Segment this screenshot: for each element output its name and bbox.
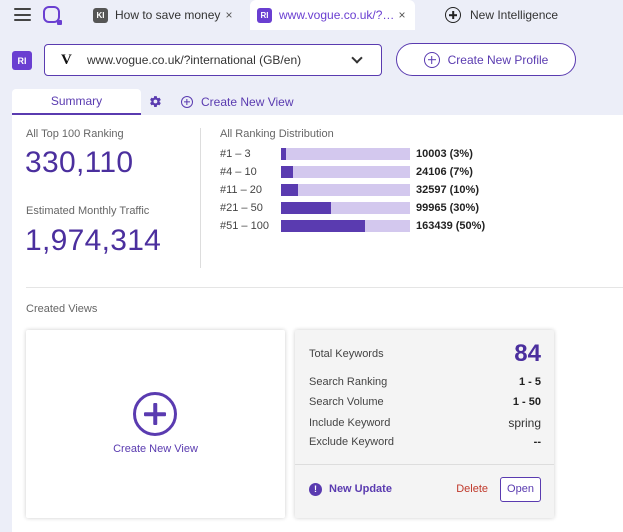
distribution-row: #51 – 100 163439 (50%)	[220, 219, 485, 233]
view-filter-row: Exclude Keyword --	[309, 436, 541, 448]
view-filter-value: spring	[508, 416, 541, 430]
traffic-label: Estimated Monthly Traffic	[26, 205, 150, 217]
tab-new-intelligence[interactable]: New Intelligence	[440, 0, 623, 30]
app-logo-icon[interactable]	[43, 6, 62, 25]
view-card: Total Keywords 84 Search Ranking 1 - 5 Sea…	[295, 330, 554, 518]
summary-panel: All Top 100 Ranking 330,110 Estimated Mo…	[12, 115, 623, 532]
distribution-range-label: #1 – 3	[220, 148, 251, 160]
distribution-value: 99965 (30%)	[416, 202, 479, 214]
view-filter-label: Search Ranking	[309, 376, 388, 388]
divider	[295, 464, 554, 465]
distribution-row: #11 – 20 32597 (10%)	[220, 183, 479, 197]
distribution-bar-fill	[281, 166, 293, 178]
ri-badge-icon: RI	[12, 51, 32, 70]
view-filter-value: 1 - 5	[518, 376, 541, 388]
distribution-value: 24106 (7%)	[416, 166, 473, 178]
profile-select-value: www.vogue.co.uk/?international (GB/en)	[87, 53, 302, 67]
distribution-row: #1 – 3 10003 (3%)	[220, 147, 473, 161]
view-filter-row: Search Ranking 1 - 5	[309, 376, 541, 388]
created-views-label: Created Views	[26, 303, 98, 315]
ki-badge-icon: KI	[93, 7, 108, 23]
tab-summary[interactable]: Summary	[12, 89, 141, 115]
plus-circle-icon	[181, 96, 193, 108]
tab-title: How to save money	[115, 8, 221, 22]
distribution-range-label: #4 – 10	[220, 166, 257, 178]
distribution-title: All Ranking Distribution	[220, 128, 334, 140]
create-new-profile-label: Create New Profile	[447, 52, 549, 67]
tab-how-to-save-money[interactable]: KI How to save money ×	[86, 0, 242, 30]
open-button[interactable]: Open	[500, 476, 541, 502]
distribution-bar-fill	[281, 202, 332, 214]
total-keywords-value: 84	[514, 340, 541, 367]
browser-tab-bar: KI How to save money × RI www.vogue.co.u…	[0, 0, 623, 30]
distribution-range-label: #21 – 50	[220, 202, 263, 214]
chevron-down-icon	[351, 52, 363, 64]
view-filter-label: Include Keyword	[309, 417, 391, 429]
distribution-range-label: #51 – 100	[220, 220, 269, 232]
total-keywords-label: Total Keywords	[309, 348, 384, 360]
tab-title: www.vogue.co.uk/?int...	[279, 8, 395, 22]
gear-icon[interactable]	[149, 95, 162, 108]
tab-create-new-view[interactable]: Create New View	[181, 89, 293, 115]
distribution-bar	[281, 166, 410, 178]
traffic-value: 1,974,314	[25, 224, 162, 257]
top100-value: 330,110	[25, 146, 134, 179]
view-filter-value: 1 - 50	[512, 396, 541, 408]
view-filter-value: --	[533, 436, 541, 448]
delete-button[interactable]: Delete	[456, 483, 488, 495]
view-filter-label: Search Volume	[309, 396, 384, 408]
total-keywords-row: Total Keywords 84	[309, 340, 541, 368]
profile-select[interactable]: V www.vogue.co.uk/?international (GB/en)	[44, 44, 382, 76]
tab-vogue[interactable]: RI www.vogue.co.uk/?int... ×	[250, 0, 415, 30]
plus-circle-icon	[133, 392, 177, 436]
distribution-bar-fill	[281, 184, 298, 196]
close-icon[interactable]: ×	[398, 8, 406, 22]
new-update-label[interactable]: New Update	[329, 483, 392, 495]
distribution-row: #21 – 50 99965 (30%)	[220, 201, 479, 215]
create-new-view-card[interactable]: Create New View	[26, 330, 285, 518]
distribution-bar	[281, 184, 410, 196]
distribution-row: #4 – 10 24106 (7%)	[220, 165, 473, 179]
view-filter-row: Search Volume 1 - 50	[309, 396, 541, 408]
divider	[200, 128, 201, 268]
ri-badge-icon: RI	[257, 7, 272, 23]
view-filter-row: Include Keyword spring	[309, 416, 541, 430]
divider	[26, 287, 623, 288]
top100-label: All Top 100 Ranking	[26, 128, 124, 140]
distribution-bar	[281, 220, 410, 232]
tab-title: New Intelligence	[470, 8, 559, 22]
close-icon[interactable]: ×	[225, 8, 233, 22]
subtabs: Summary Create New View	[12, 89, 623, 115]
vogue-logo-icon: V	[61, 51, 72, 68]
distribution-bar	[281, 148, 410, 160]
hamburger-menu-icon[interactable]	[14, 8, 31, 21]
distribution-bar	[281, 202, 410, 214]
plus-circle-icon	[445, 7, 461, 23]
alert-icon: !	[309, 482, 322, 496]
distribution-value: 32597 (10%)	[416, 184, 479, 196]
view-filter-label: Exclude Keyword	[309, 436, 394, 448]
distribution-value: 10003 (3%)	[416, 148, 473, 160]
view-card-footer: ! New Update Delete Open	[309, 476, 541, 502]
distribution-value: 163439 (50%)	[416, 220, 486, 232]
distribution-bar-fill	[281, 148, 287, 160]
create-new-view-text: Create New View	[113, 443, 198, 455]
distribution-bar-fill	[281, 220, 365, 232]
create-new-profile-button[interactable]: Create New Profile	[396, 43, 576, 76]
distribution-range-label: #11 – 20	[220, 184, 263, 196]
plus-circle-icon	[423, 51, 440, 68]
create-new-view-label: Create New View	[201, 95, 294, 109]
